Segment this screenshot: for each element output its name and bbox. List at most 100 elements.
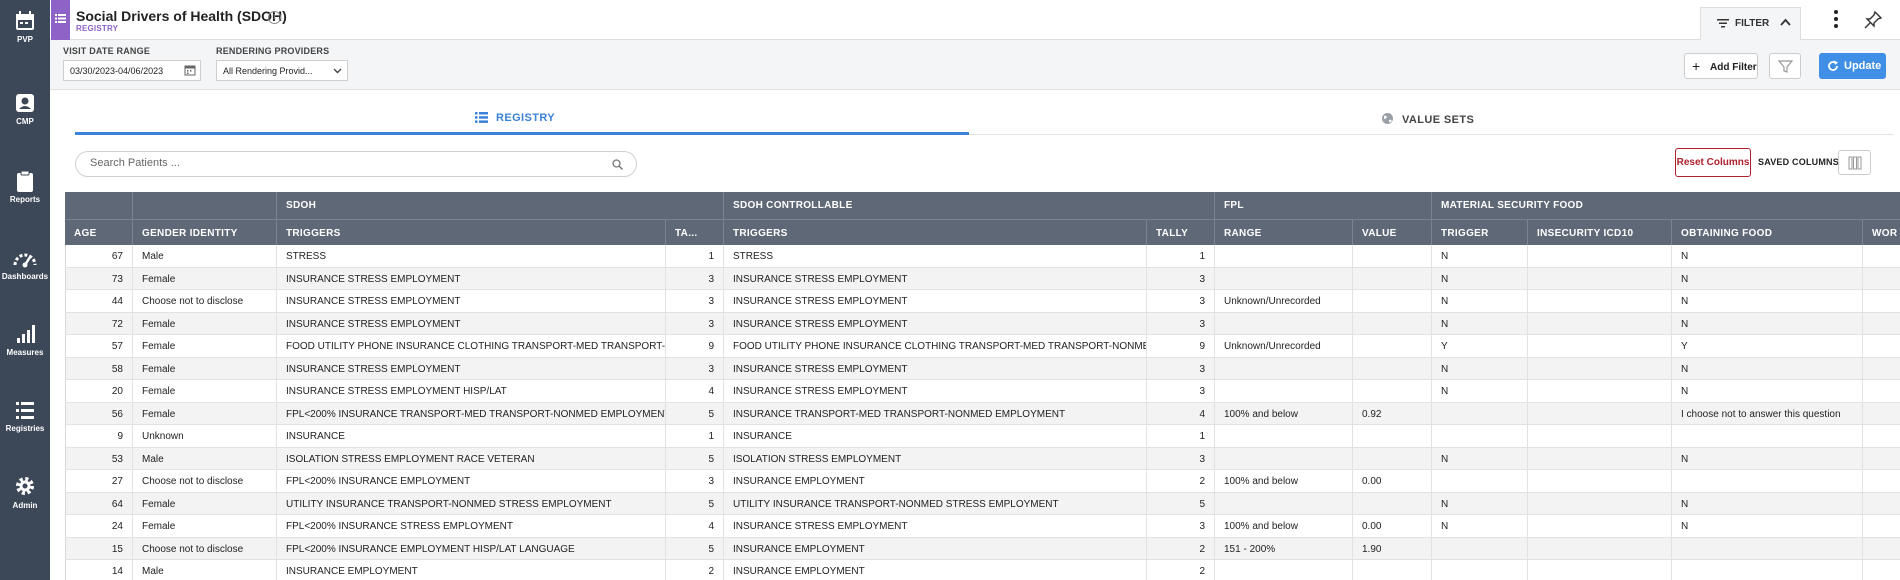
table-row[interactable]: 24 Female FPL<200% INSURANCE STRESS EMPLOY…: [65, 515, 1900, 538]
table-cell: INSURANCE STRESS EMPLOYMENT HISP/LAT: [276, 380, 665, 402]
nav-item-dashboards[interactable]: Dashboards: [0, 247, 50, 307]
menu-toggle-button[interactable]: [51, 0, 70, 40]
column-header-cell[interactable]: TA...: [665, 220, 723, 245]
table-row[interactable]: 67 Male STRESS 1 STRESS 1 N N: [65, 245, 1900, 268]
funnel-icon: [1778, 60, 1793, 73]
column-header-cell[interactable]: AGE: [74, 228, 97, 239]
tab-value-sets[interactable]: VALUE SETS: [969, 105, 1894, 135]
more-options-icon[interactable]: [1833, 10, 1839, 32]
table-cell: Female: [132, 402, 276, 424]
search-icon[interactable]: [612, 159, 623, 170]
table-cell: 3: [665, 357, 723, 379]
info-icon[interactable]: i: [268, 11, 281, 24]
table-cell: Female: [132, 492, 276, 514]
table-cell: INSURANCE TRANSPORT-MED TRANSPORT-NONMED…: [723, 402, 1146, 424]
saved-columns-label[interactable]: SAVED COLUMNS: [1758, 157, 1839, 167]
table-row[interactable]: 20 Female INSURANCE STRESS EMPLOYMENT HISP…: [65, 380, 1900, 403]
column-header-cell[interactable]: TRIGGERS: [723, 220, 1146, 245]
table-cell: [1431, 560, 1527, 580]
column-header-cell[interactable]: INSECURITY ICD10: [1527, 220, 1671, 245]
add-filter-button[interactable]: + Add Filter: [1684, 53, 1758, 79]
table-cell: N: [1671, 267, 1862, 289]
reset-columns-button[interactable]: Reset Columns: [1675, 148, 1751, 177]
nav-item-cmp[interactable]: CMP: [0, 92, 50, 152]
column-header-cell[interactable]: TRIGGER: [1431, 220, 1527, 245]
nav-item-admin[interactable]: Admin: [0, 474, 50, 534]
table-row[interactable]: 14 Male INSURANCE EMPLOYMENT 2 INSURANCE EMP…: [65, 560, 1900, 580]
table-cell: ISOLATION STRESS EMPLOYMENT: [723, 447, 1146, 469]
table-cell: [1671, 560, 1862, 580]
column-header-cell[interactable]: GENDER IDENTITY: [132, 220, 276, 245]
search-input[interactable]: [90, 157, 590, 169]
nav-item-pvp[interactable]: PVP: [0, 10, 50, 70]
table-cell: [1352, 335, 1431, 357]
tab-registry[interactable]: REGISTRY: [75, 105, 969, 135]
table-row[interactable]: 58 Female INSURANCE STRESS EMPLOYMENT 3 INSU…: [65, 357, 1900, 380]
column-header-cell[interactable]: RANGE: [1214, 220, 1352, 245]
visit-date-input[interactable]: 03/30/2023-04/06/2023: [63, 60, 201, 81]
table-cell: 2: [1146, 470, 1214, 492]
column-header-cell[interactable]: OBTAINING FOOD: [1671, 220, 1862, 245]
page-subtitle: REGISTRY: [76, 24, 119, 33]
table-cell: 14: [65, 560, 132, 580]
table-cell: INSURANCE STRESS EMPLOYMENT: [276, 357, 665, 379]
providers-select[interactable]: All Rendering Provid...: [216, 60, 348, 81]
filter-funnel-button[interactable]: [1769, 53, 1801, 79]
pin-icon[interactable]: [1863, 10, 1883, 30]
table-cell: FOOD UTILITY PHONE INSURANCE CLOTHING TR…: [723, 335, 1146, 357]
column-chooser-button[interactable]: [1838, 150, 1871, 175]
table-cell: STRESS: [723, 245, 1146, 267]
filter-toggle[interactable]: FILTER: [1700, 7, 1801, 40]
table-cell: N: [1671, 447, 1862, 469]
table-cell: 151 - 200%: [1214, 537, 1352, 559]
column-header-cell[interactable]: WOR: [1862, 220, 1900, 245]
table-cell: [1862, 560, 1900, 580]
table-cell: 4: [665, 380, 723, 402]
nav-label: Registries: [5, 424, 45, 433]
table-cell: 1: [1146, 245, 1214, 267]
table-cell: 5: [665, 537, 723, 559]
nav-label: Dashboards: [1, 272, 49, 281]
search-patients[interactable]: [75, 151, 637, 177]
table-row[interactable]: 57 Female FOOD UTILITY PHONE INSURANCE CLO…: [65, 335, 1900, 358]
table-cell: UTILITY INSURANCE TRANSPORT-NONMED STRES…: [276, 492, 665, 514]
column-header-cell[interactable]: TALLY: [1146, 220, 1214, 245]
table-row[interactable]: 53 Male ISOLATION STRESS EMPLOYMENT RACE V…: [65, 447, 1900, 470]
column-header-cell[interactable]: VALUE: [1352, 220, 1431, 245]
update-button[interactable]: Update: [1819, 53, 1886, 79]
group-sdoh: SDOH: [276, 192, 723, 219]
globe-icon: [1382, 113, 1393, 124]
table-cell: [1862, 357, 1900, 379]
table-cell: [1862, 402, 1900, 424]
table-cell: [1214, 312, 1352, 334]
table-cell: Female: [132, 335, 276, 357]
nav-item-reports[interactable]: Reports: [0, 170, 50, 230]
table-row[interactable]: 73 Female INSURANCE STRESS EMPLOYMENT 3 INSU…: [65, 267, 1900, 290]
table-row[interactable]: 15 Choose not to disclose FPL<200% INSURAN…: [65, 537, 1900, 560]
nav-label: Admin: [12, 501, 38, 510]
page-title: Social Drivers of Health (SDOH): [76, 8, 287, 24]
table-row[interactable]: 44 Choose not to disclose INSURANCE STRESS…: [65, 290, 1900, 313]
nav-item-measures[interactable]: Measures: [0, 323, 50, 383]
table-cell: N: [1431, 312, 1527, 334]
speedometer-icon: [13, 253, 37, 268]
table-cell: [1862, 267, 1900, 289]
table-row[interactable]: 56 Female FPL<200% INSURANCE TRANSPORT-MED…: [65, 402, 1900, 425]
table-cell: N: [1431, 267, 1527, 289]
table-cell: N: [1431, 492, 1527, 514]
table-cell: N: [1431, 380, 1527, 402]
table-cell: FPL<200% INSURANCE TRANSPORT-MED TRANSPO…: [276, 402, 665, 424]
table-cell: Unknown: [132, 425, 276, 447]
table-row[interactable]: 9 Unknown INSURANCE 1 INSURANCE 1: [65, 425, 1900, 448]
table-row[interactable]: 64 Female UTILITY INSURANCE TRANSPORT-NONM…: [65, 492, 1900, 515]
column-header-cell[interactable]: TRIGGERS: [276, 220, 665, 245]
registry-grid: SDOH SDOH CONTROLLABLE FPL MATERIAL SECURIT…: [65, 192, 1900, 580]
nav-item-registries[interactable]: Registries: [0, 399, 50, 459]
table-row[interactable]: 27 Choose not to disclose FPL<200% INSURAN…: [65, 470, 1900, 493]
table-row[interactable]: 72 Female INSURANCE STRESS EMPLOYMENT 3 INSU…: [65, 312, 1900, 335]
table-cell: INSURANCE STRESS EMPLOYMENT: [723, 267, 1146, 289]
chevron-down-icon: [333, 68, 342, 74]
table-cell: [1352, 267, 1431, 289]
table-cell: 57: [65, 335, 132, 357]
page-header: Social Drivers of Health (SDOH) i REGIST…: [50, 0, 1900, 40]
